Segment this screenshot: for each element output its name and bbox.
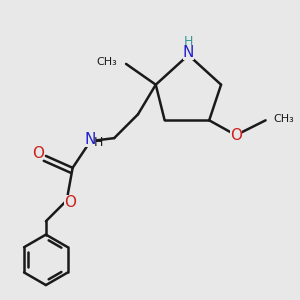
- Text: O: O: [32, 146, 44, 161]
- Text: N: N: [183, 44, 194, 59]
- Text: CH₃: CH₃: [273, 114, 294, 124]
- Text: O: O: [230, 128, 242, 143]
- Text: N: N: [84, 132, 95, 147]
- Text: O: O: [64, 195, 76, 210]
- Text: H: H: [94, 136, 103, 149]
- Text: CH₃: CH₃: [96, 57, 117, 68]
- Text: H: H: [184, 35, 193, 48]
